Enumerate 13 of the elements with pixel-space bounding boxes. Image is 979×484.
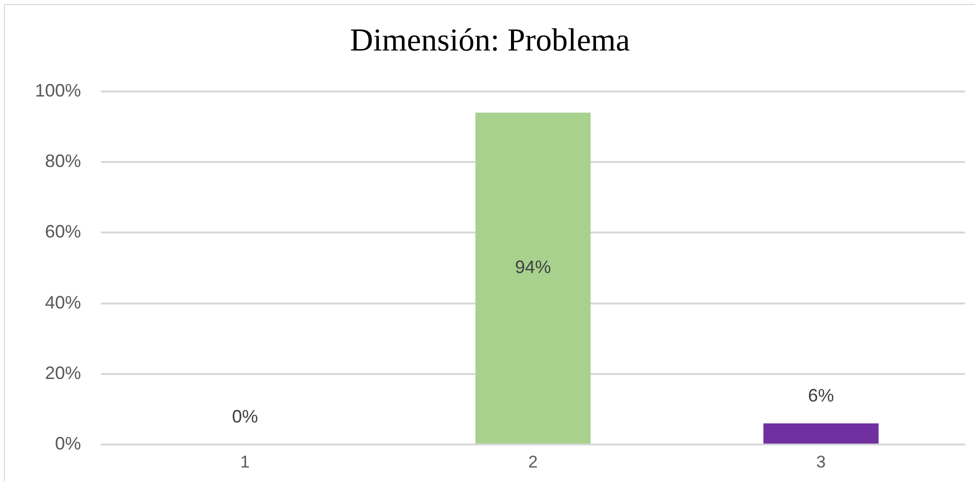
y-tick-label: 20% — [45, 362, 82, 383]
data-label: 0% — [232, 406, 258, 427]
y-tick-label: 80% — [45, 151, 82, 172]
y-tick-label: 60% — [45, 222, 82, 242]
x-tick-label: 1 — [240, 452, 250, 472]
x-tick-label: 3 — [816, 452, 826, 472]
data-label: 94% — [515, 257, 552, 278]
y-tick-label: 100% — [34, 80, 82, 100]
x-tick-label: 2 — [528, 452, 538, 472]
data-label: 6% — [808, 385, 834, 406]
chart-title: Dimensión: Problema — [350, 22, 630, 58]
y-tick-label: 40% — [45, 292, 82, 312]
y-tick-label: 0% — [55, 434, 82, 454]
